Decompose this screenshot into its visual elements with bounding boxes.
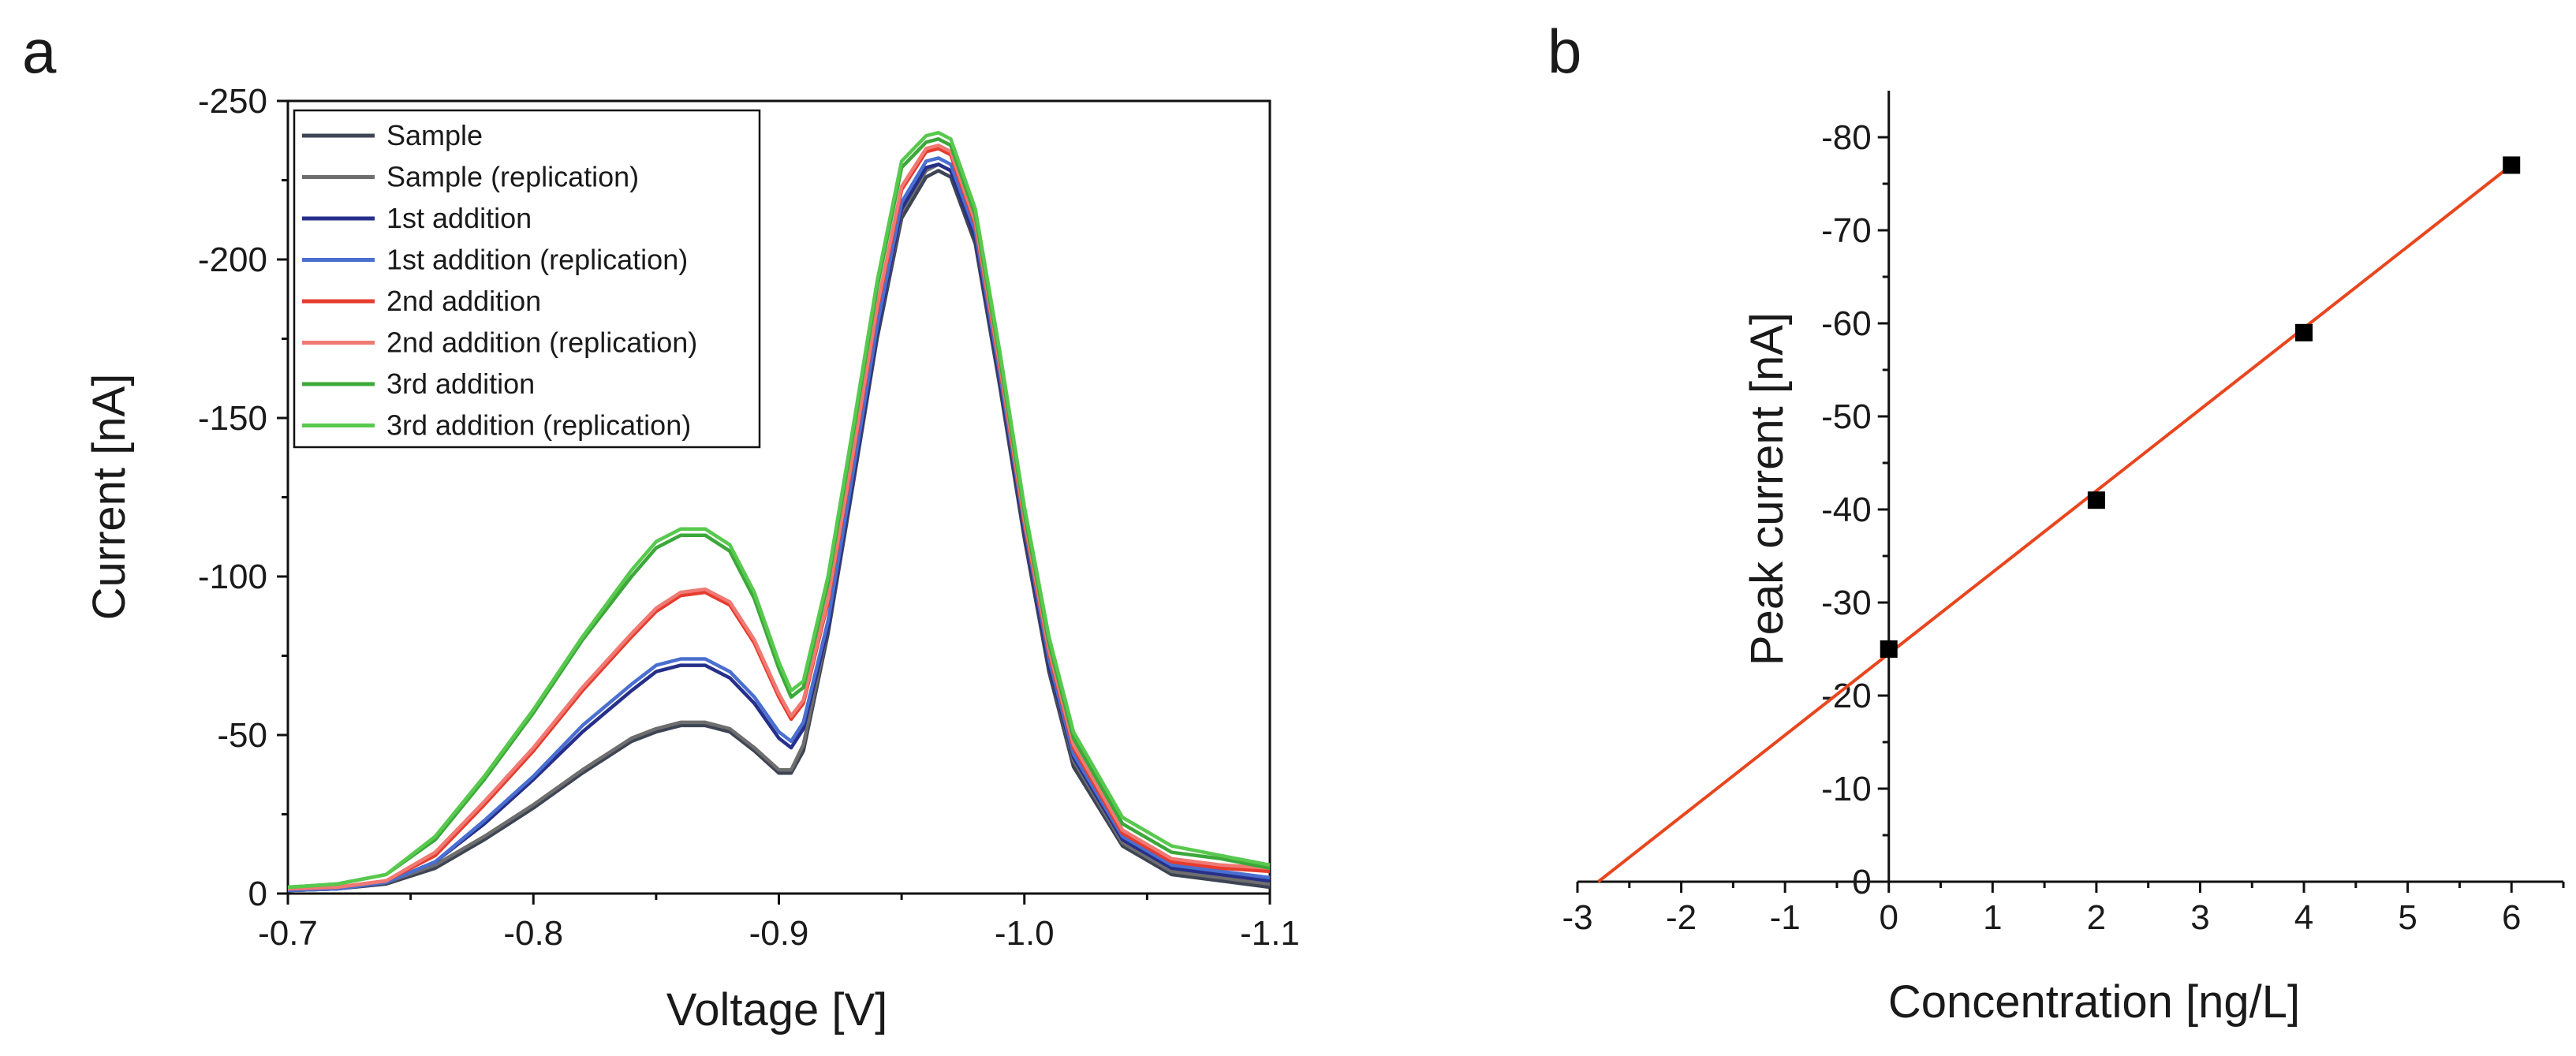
- y-tick-label-b: -50: [1821, 397, 1872, 436]
- y-tick-label-b: -70: [1821, 211, 1872, 250]
- y-tick-label-b: -60: [1821, 304, 1872, 343]
- fit-line: [1597, 163, 2513, 883]
- legend-label: 3rd addition (replication): [386, 409, 691, 442]
- legend-label: 2nd addition (replication): [386, 327, 697, 359]
- x-tick-label-b: 2: [2087, 898, 2106, 937]
- data-point: [2087, 491, 2105, 509]
- data-point: [2503, 156, 2521, 174]
- y-tick-label-b: -20: [1821, 677, 1872, 715]
- y-tick-label-a: -250: [198, 82, 267, 121]
- y-tick-label-b: -40: [1821, 491, 1872, 529]
- x-tick-label-b: 3: [2190, 898, 2209, 937]
- legend: Sample Sample (replication) 1st addition 1s…: [293, 109, 761, 449]
- panel-b: b -3 -2 -1 0 1 2 3 4 5 60-10-20-30-40-50-60-70-80…: [1547, 17, 2565, 1028]
- x-tick-label-b: 1: [1983, 898, 2002, 937]
- x-tick-label-a: -0.8: [503, 914, 563, 953]
- x-axis-title-b: Concentration [ng/L]: [1888, 976, 2300, 1028]
- data-point: [1880, 640, 1898, 658]
- x-tick-label-b: 5: [2398, 898, 2417, 937]
- legend-label: 1st addition: [386, 202, 532, 234]
- y-tick-label-b: -10: [1821, 770, 1872, 808]
- panel-a: a 0-50-100-150-200-250 -0.7 -0.8 -0.9 -1.0-…: [22, 17, 1300, 1035]
- x-tick-label-a: -1.0: [995, 914, 1055, 953]
- legend-label: Sample (replication): [386, 161, 639, 193]
- x-tick-label-a: -1.1: [1240, 914, 1300, 953]
- y-tick-label-a: 0: [248, 875, 267, 913]
- axes-b: -3 -2 -1 0 1 2 3 4 5 60-10-20-30-40-50-60-70-80: [1562, 91, 2565, 937]
- x-tick-label-b: -3: [1562, 898, 1592, 937]
- x-tick-label-b: -2: [1666, 898, 1697, 937]
- legend-label: 3rd addition: [386, 368, 535, 400]
- legend-label: Sample: [386, 119, 483, 151]
- x-tick-label-b: 0: [1879, 898, 1898, 937]
- y-tick-label-b: 0: [1852, 863, 1871, 901]
- data-points-b: [1880, 156, 2521, 658]
- y-ticks-a: 0 -50 -100 -150 -200 -250: [198, 82, 288, 913]
- y-tick-label-a: -150: [198, 399, 267, 438]
- x-tick-label-a: -0.7: [258, 914, 318, 953]
- x-tick-label-b: 4: [2294, 898, 2313, 937]
- y-axis-title-a: Current [nA]: [84, 374, 135, 621]
- series-line-8: [287, 130, 1271, 890]
- x-ticks-a: -0.7 -0.8 -0.9 -1.0 -1.1: [258, 894, 1300, 953]
- legend-label: 2nd addition: [386, 285, 541, 317]
- y-axis-title-b: Peak current [nA]: [1742, 312, 1793, 666]
- x-tick-label-b: -1: [1770, 898, 1801, 937]
- panel-label-b: b: [1547, 17, 1581, 86]
- y-tick-label-b: -30: [1821, 584, 1872, 622]
- fit-line-group: [1597, 163, 2513, 883]
- y-tick-label-a: -200: [198, 241, 267, 279]
- legend-box: [293, 109, 761, 449]
- y-tick-label-b: -80: [1821, 118, 1872, 157]
- legend-label: 1st addition (replication): [386, 244, 688, 276]
- x-tick-label-b: 6: [2502, 898, 2521, 937]
- data-point: [2295, 323, 2313, 341]
- x-tick-label-a: -0.9: [749, 914, 809, 953]
- x-axis-title-a: Voltage [V]: [666, 984, 888, 1035]
- y-tick-label-a: -50: [217, 716, 267, 755]
- panel-label-a: a: [22, 17, 57, 86]
- y-tick-label-a: -100: [198, 558, 267, 596]
- series-group-a: [287, 130, 1271, 893]
